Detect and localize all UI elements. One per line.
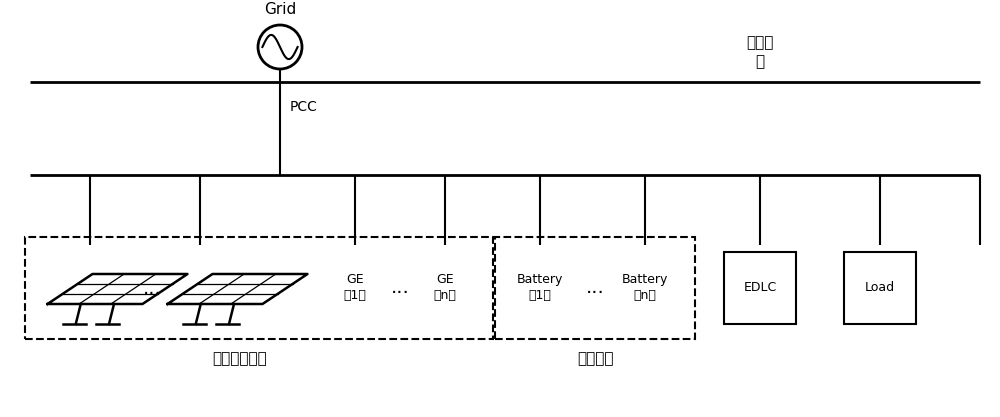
Text: PCC: PCC [290,100,318,114]
Polygon shape [48,274,188,304]
Bar [844,251,916,324]
Text: GE
（1）: GE （1） [344,273,366,302]
Text: Load: Load [865,281,895,294]
Text: 交流母
线: 交流母 线 [746,35,774,69]
Text: ...: ... [586,278,604,297]
Bar [495,237,695,339]
Bar [25,237,493,339]
Text: 储能系统: 储能系统 [577,352,613,367]
Text: Battery
（n）: Battery （n） [622,273,668,302]
Bar [602,251,688,324]
Text: ...: ... [391,278,409,297]
Bar [724,251,796,324]
Text: EDLC: EDLC [743,281,777,294]
Text: ...: ... [143,279,161,299]
Bar [319,251,391,324]
Text: Battery
（1）: Battery （1） [517,273,563,302]
Text: Grid: Grid [264,2,296,17]
Polygon shape [168,274,308,304]
Bar [409,251,481,324]
Text: 同步发电机组: 同步发电机组 [213,352,267,367]
Bar [498,251,582,324]
Text: GE
（n）: GE （n） [434,273,456,302]
